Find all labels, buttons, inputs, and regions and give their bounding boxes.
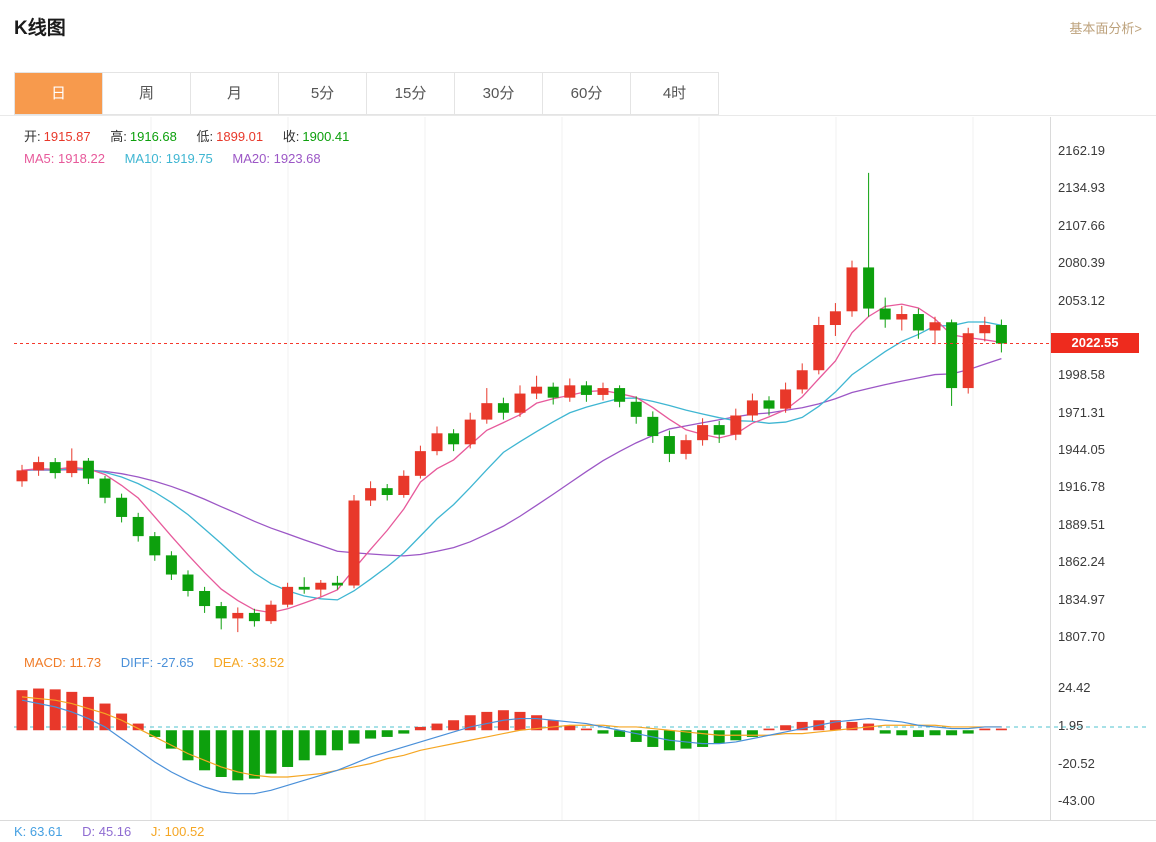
macd-label: MACD: bbox=[24, 655, 66, 670]
close-label: 收: bbox=[282, 129, 300, 144]
ohlc-info-row: 开: 1915.87 高: 1916.68 低: 1899.01 收: 1900.41 bbox=[24, 126, 365, 145]
ma5-line bbox=[21, 303, 1002, 614]
j-label: J: bbox=[150, 824, 162, 839]
tab-15min[interactable]: 15分 bbox=[367, 73, 455, 114]
ma10-value: 1919.75 bbox=[165, 151, 213, 166]
diff-line bbox=[21, 699, 1002, 795]
price-tick-label: 2080.39 bbox=[1058, 255, 1105, 271]
dea-line bbox=[21, 696, 1002, 778]
macd-value: 11.73 bbox=[69, 655, 102, 670]
low-label: 低: bbox=[196, 129, 214, 144]
d-label: D: bbox=[82, 824, 96, 839]
high-value: 1916.68 bbox=[129, 129, 177, 144]
interval-tabs: 日 周 月 5分 15分 30分 60分 4时 bbox=[14, 72, 719, 115]
tab-5min[interactable]: 5分 bbox=[279, 73, 367, 114]
price-tick-label: 1944.05 bbox=[1058, 442, 1105, 458]
ma-info-row: MA5: 1918.22 MA10: 1919.75 MA20: 1923.68 bbox=[24, 151, 337, 166]
price-tick-label: 1807.70 bbox=[1058, 629, 1105, 644]
macd-tick-label: 1.95 bbox=[1058, 718, 1084, 733]
diff-value: -27.65 bbox=[156, 655, 194, 670]
open-label: 开: bbox=[24, 129, 41, 144]
d-value: 45.16 bbox=[98, 824, 132, 839]
price-tick-label: 2053.12 bbox=[1058, 292, 1105, 308]
price-tick-label: 2162.19 bbox=[1058, 143, 1105, 158]
tab-4hour[interactable]: 4时 bbox=[631, 73, 718, 114]
tab-60min[interactable]: 60分 bbox=[543, 73, 631, 114]
macd-histogram bbox=[16, 688, 1007, 781]
ma20-line bbox=[21, 358, 1002, 557]
tab-weekly[interactable]: 周 bbox=[103, 73, 191, 114]
current-price-badge: 2022.55 bbox=[1051, 333, 1139, 354]
price-tick-label: 1889.51 bbox=[1058, 516, 1105, 532]
macd-tick-label: -20.52 bbox=[1058, 755, 1095, 771]
j-value: 100.52 bbox=[164, 824, 205, 839]
open-value: 1915.87 bbox=[43, 129, 91, 144]
fundamental-analysis-link[interactable]: 基本面分析> bbox=[1069, 21, 1142, 36]
macd-tick-label: 24.42 bbox=[1058, 680, 1091, 696]
page-title: K线图 bbox=[14, 18, 66, 39]
tabs-underline bbox=[0, 115, 1156, 116]
price-tick-label: 1916.78 bbox=[1058, 479, 1105, 495]
ma20-label: MA20: bbox=[232, 151, 270, 166]
price-tick-label: 2134.93 bbox=[1058, 180, 1105, 196]
close-value: 1900.41 bbox=[302, 129, 350, 144]
ma20-value: 1923.68 bbox=[273, 151, 321, 166]
low-value: 1899.01 bbox=[216, 129, 264, 144]
ma10-line bbox=[21, 321, 1002, 601]
tab-monthly[interactable]: 月 bbox=[191, 73, 279, 114]
ma10-label: MA10: bbox=[124, 151, 163, 166]
candles bbox=[16, 172, 1007, 633]
kdj-info-row: K: 63.61 D: 45.16 J: 100.52 bbox=[14, 824, 220, 839]
price-tick-label: 1834.97 bbox=[1058, 591, 1105, 607]
tab-30min[interactable]: 30分 bbox=[455, 73, 543, 114]
diff-label: DIFF: bbox=[120, 655, 154, 670]
price-tick-label: 2107.66 bbox=[1058, 217, 1105, 233]
candlestick-chart[interactable] bbox=[0, 117, 1156, 842]
price-tick-label: 1971.31 bbox=[1058, 404, 1105, 420]
price-tick-label: 1998.58 bbox=[1058, 367, 1105, 383]
dea-label: DEA: bbox=[213, 655, 244, 670]
ma5-value: 1918.22 bbox=[57, 151, 105, 166]
macd-info-row: MACD: 11.73 DIFF: -27.65 DEA: -33.52 bbox=[24, 655, 300, 670]
k-value: 63.61 bbox=[29, 824, 63, 839]
price-tick-label: 1862.24 bbox=[1058, 554, 1105, 570]
tab-daily[interactable]: 日 bbox=[15, 73, 103, 114]
macd-tick-label: -43.00 bbox=[1058, 793, 1095, 809]
ma5-label: MA5: bbox=[24, 151, 55, 166]
dea-value: -33.52 bbox=[247, 655, 285, 670]
k-label: K: bbox=[14, 824, 27, 839]
high-label: 高: bbox=[110, 129, 127, 144]
